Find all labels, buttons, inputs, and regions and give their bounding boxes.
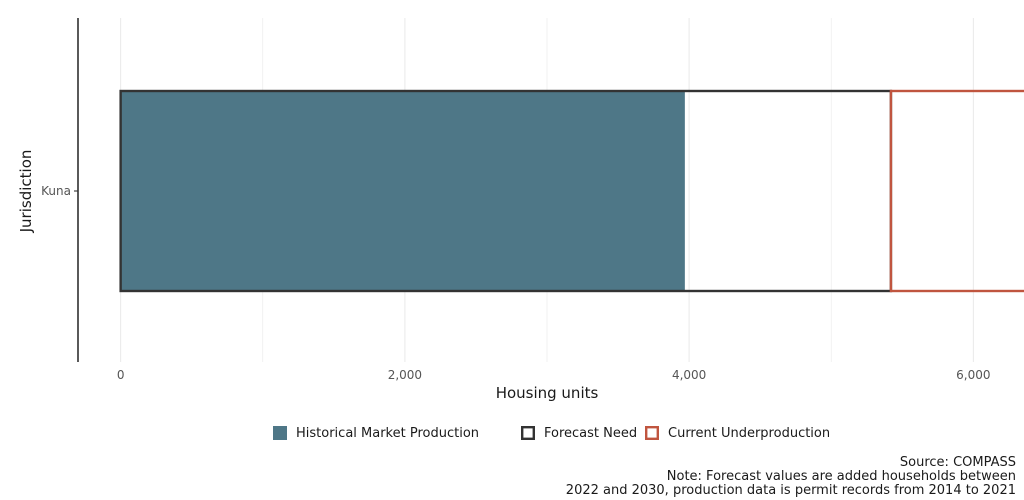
legend-label-historical-market-production: Historical Market Production (296, 426, 479, 441)
axes: Kuna 0 2,000 4,000 6,000 (41, 18, 991, 382)
x-tick-label: 4,000 (672, 368, 706, 382)
x-tick-label: 6,000 (956, 368, 990, 382)
x-axis-title: Housing units (496, 384, 599, 402)
legend-key-forecast-need (521, 426, 536, 441)
legend-key-current-underproduction (645, 426, 660, 441)
x-tick-label: 0 (117, 368, 125, 382)
legend-label-forecast-need: Forecast Need (544, 426, 637, 441)
legend-key-historical-market-production (273, 426, 287, 440)
y-axis-title: Jurisdiction (17, 150, 35, 234)
caption-line: Source: COMPASS (900, 455, 1016, 470)
legend-label-current-underproduction: Current Underproduction (668, 426, 830, 441)
x-tick-label: 2,000 (388, 368, 422, 382)
bars (119, 89, 1024, 293)
legend: Historical Market Production Forecast Nee… (273, 426, 830, 441)
bar-historical-market-production (120, 91, 685, 291)
y-tick-label: Kuna (41, 184, 71, 198)
caption-line: 2022 and 2030, production data is permit… (566, 483, 1016, 498)
caption-line: Note: Forecast values are added househol… (667, 469, 1016, 484)
bar-current-underproduction (889, 89, 1024, 293)
